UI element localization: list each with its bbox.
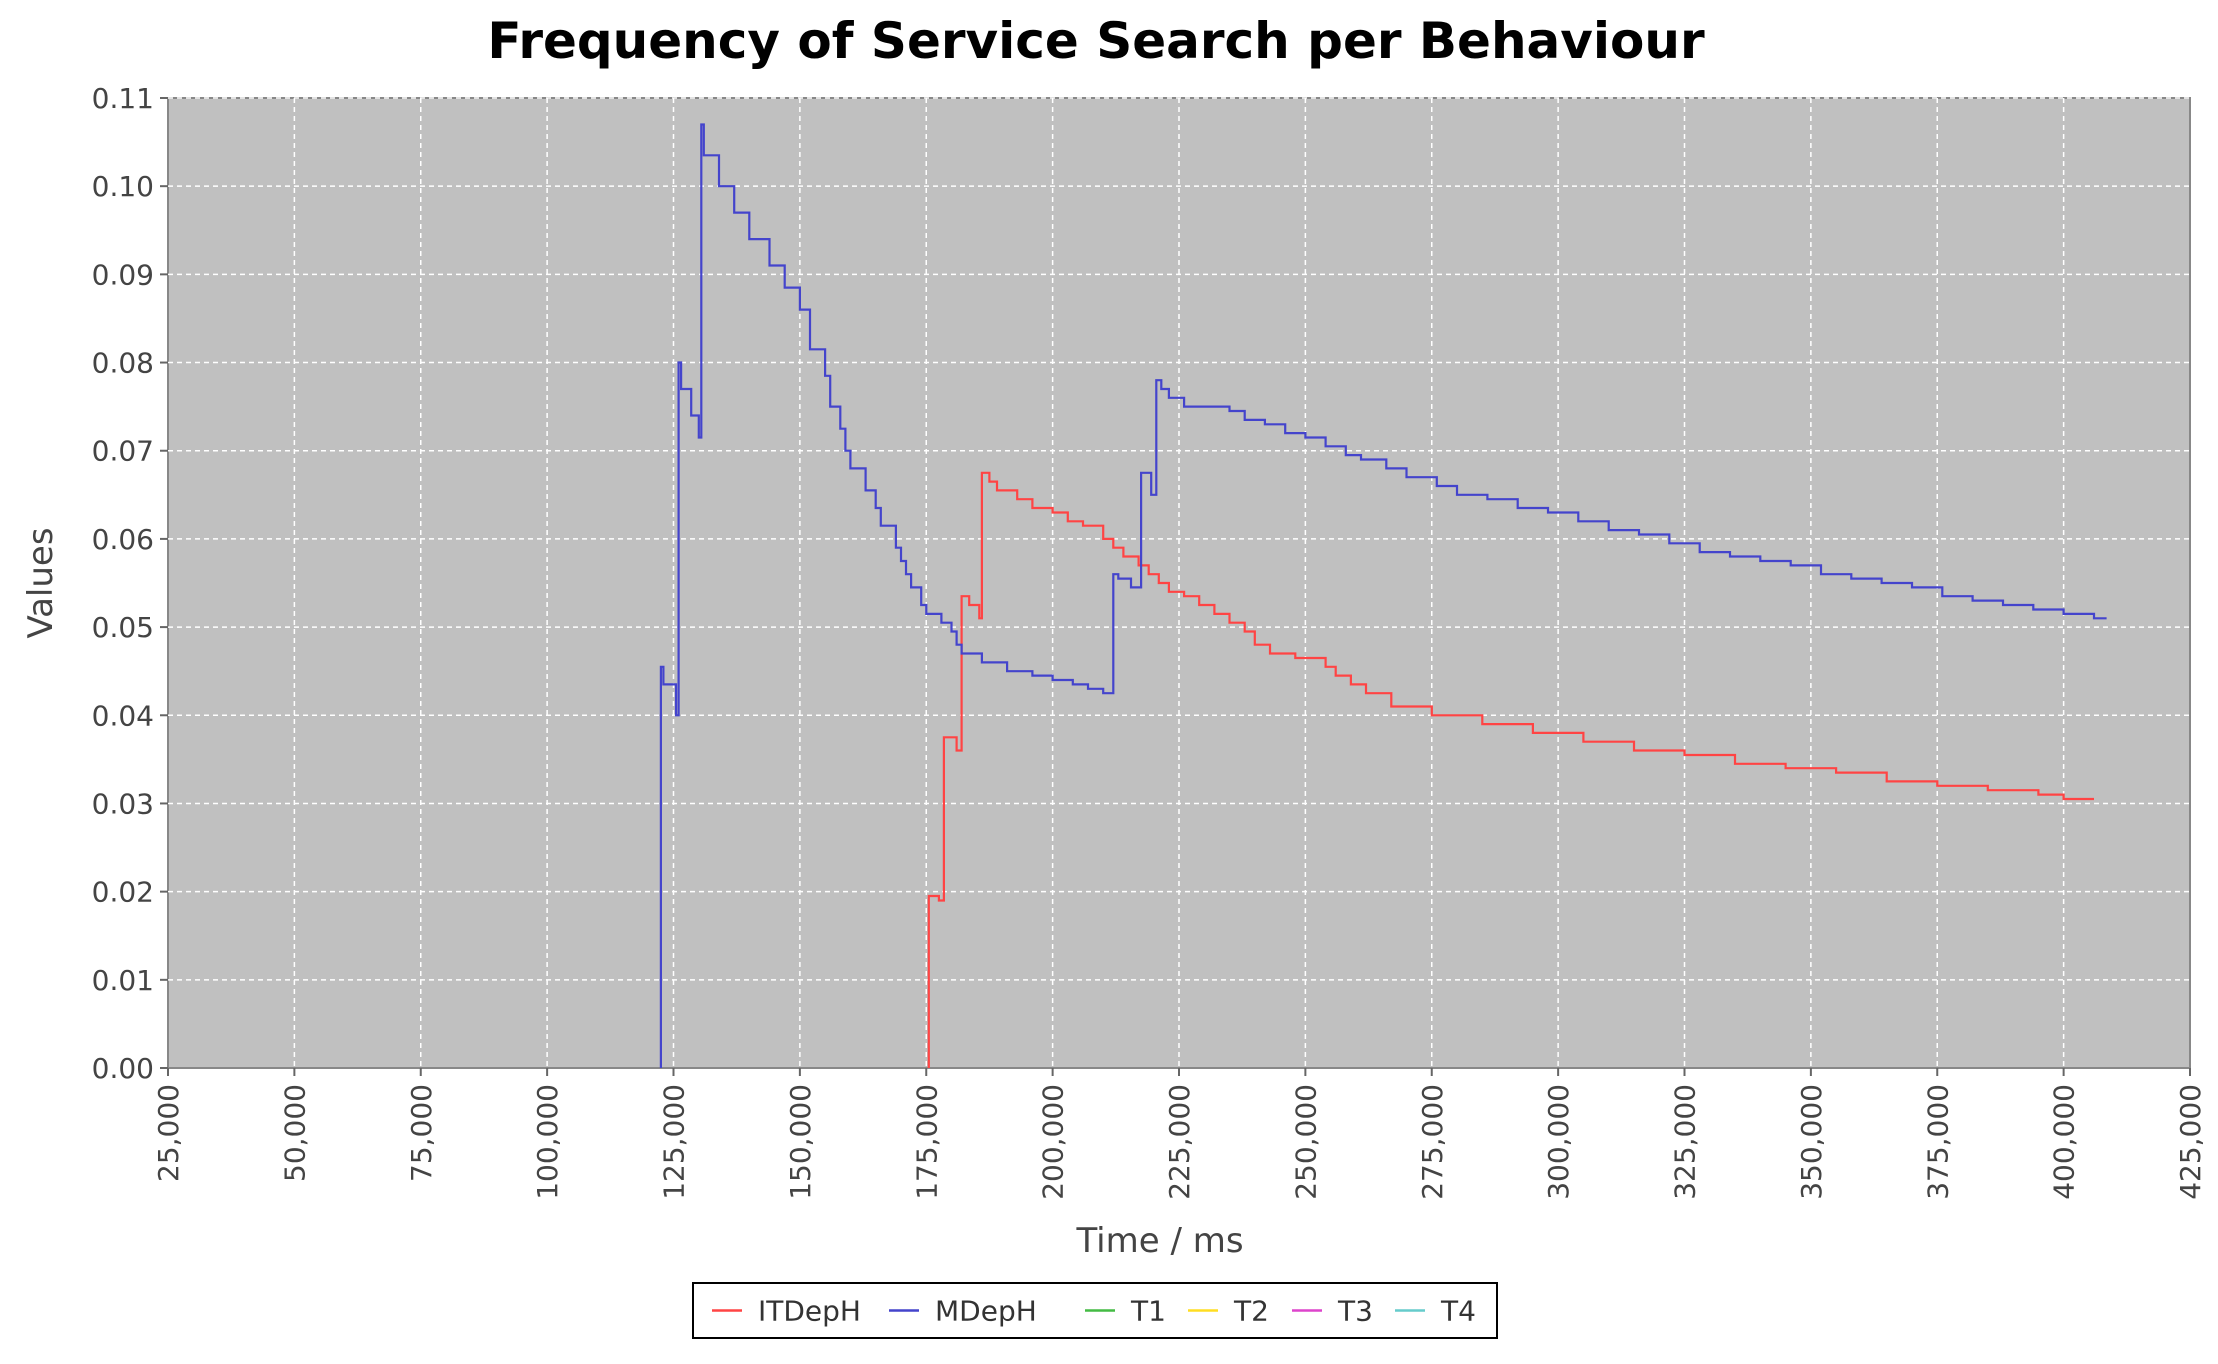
x-tick-label: 125,000 — [658, 1084, 691, 1200]
y-tick-label: 0.02 — [92, 876, 154, 909]
y-tick-label: 0.06 — [92, 523, 154, 556]
y-tick-label: 0.04 — [92, 699, 154, 732]
x-tick-label: 250,000 — [1289, 1084, 1322, 1200]
legend-label: ITDepH — [758, 1295, 861, 1328]
y-tick-label: 0.01 — [92, 964, 154, 997]
chart-title: Frequency of Service Search per Behaviou… — [487, 12, 1705, 70]
x-axis-title: Time / ms — [1075, 1221, 1243, 1261]
y-tick-label: 0.10 — [92, 170, 154, 203]
legend-label: MDepH — [935, 1295, 1037, 1328]
x-tick-label: 425,000 — [2174, 1084, 2207, 1200]
legend-label: T4 — [1440, 1295, 1476, 1328]
x-tick-label: 100,000 — [531, 1084, 564, 1200]
x-tick-label: 325,000 — [1669, 1084, 1702, 1200]
y-tick-label: 0.07 — [92, 435, 154, 468]
legend: ITDepH MDepH T1 T2 T3 T4 — [692, 1282, 1498, 1339]
plot-area — [167, 97, 2191, 1069]
x-tick-label: 350,000 — [1795, 1084, 1828, 1200]
y-tick-label: 0.05 — [92, 611, 154, 644]
y-tick-label: 0.08 — [92, 347, 154, 380]
y-tick-label: 0.09 — [92, 258, 154, 291]
grid-lines — [168, 97, 2190, 1068]
x-tick-label: 150,000 — [784, 1084, 817, 1200]
series-line-itdeph — [927, 471, 2094, 1068]
axes: 0.00 0.01 0.02 0.03 0.04 0.05 0.06 0.07 0.08 0.09… — [92, 82, 2207, 1200]
x-tick-label: 25,000 — [152, 1084, 185, 1182]
x-tick-label: 300,000 — [1542, 1084, 1575, 1200]
x-tick-label: 375,000 — [1921, 1084, 1954, 1200]
y-axis-title: Values — [21, 527, 61, 638]
series-lines — [659, 123, 2107, 1068]
series-line-mdeph — [659, 123, 2107, 1068]
x-tick-label: 200,000 — [1037, 1084, 1070, 1200]
x-tick-label: 275,000 — [1416, 1084, 1449, 1200]
legend-label: T1 — [1130, 1295, 1166, 1328]
x-tick-label: 175,000 — [910, 1084, 943, 1200]
legend-label: T3 — [1337, 1295, 1373, 1328]
y-tick-label: 0.00 — [92, 1052, 154, 1085]
x-tick-label: 225,000 — [1163, 1084, 1196, 1200]
y-tick-label: 0.03 — [92, 787, 154, 820]
x-tick-label: 400,000 — [2048, 1084, 2081, 1200]
x-tick-label: 50,000 — [278, 1084, 311, 1182]
y-tick-label: 0.11 — [92, 82, 154, 115]
x-tick-label: 75,000 — [405, 1084, 438, 1182]
legend-label: T2 — [1233, 1295, 1269, 1328]
